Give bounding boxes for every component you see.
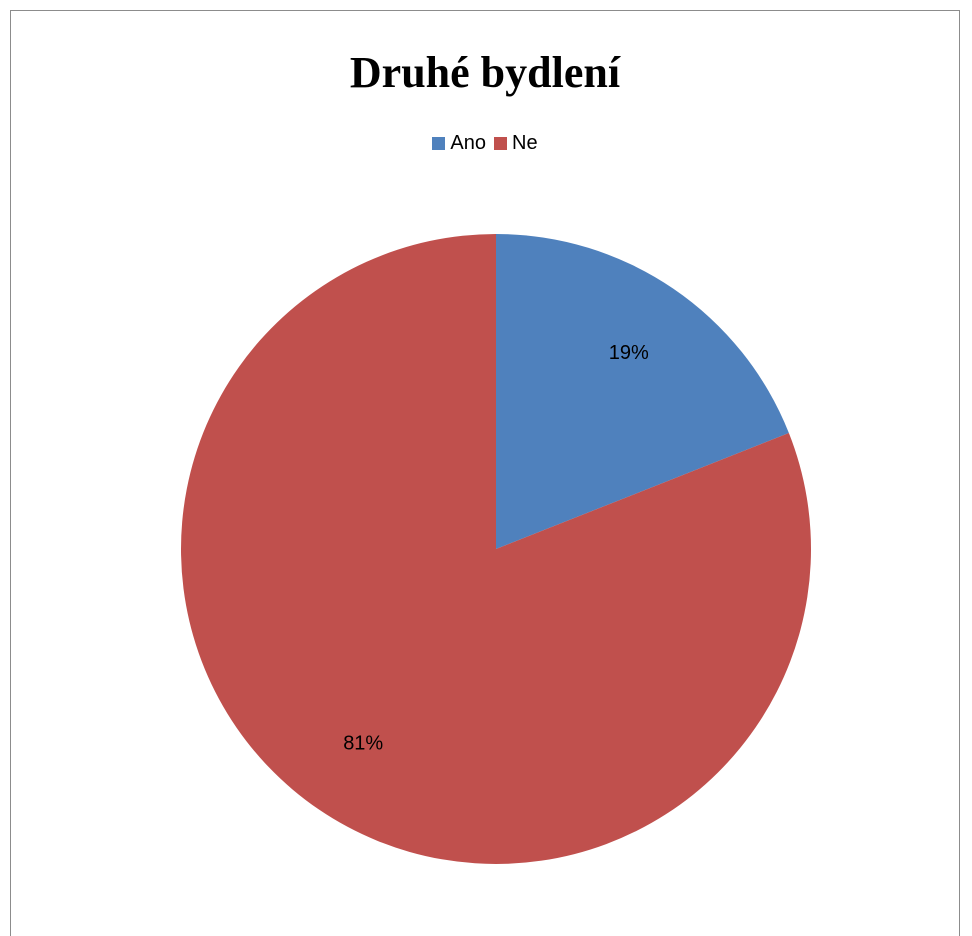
legend-item-ne: Ne [494,132,538,155]
pie-data-labels: 19% 81% [343,342,649,755]
data-label-ne: 81% [343,733,383,755]
pie-slices [181,234,812,864]
legend-swatch-ano [432,137,446,150]
legend: Ano Ne [11,132,959,155]
legend-label-ano: Ano [450,132,486,154]
legend-swatch-ne [494,137,507,150]
legend-item-ano: Ano [432,132,486,155]
pie-slice-ne [181,234,812,864]
pie-slice-ano [496,234,789,549]
data-label-ano: 19% [609,342,649,364]
chart-title: Druhé bydlení [349,48,621,97]
legend-label-ne: Ne [512,132,538,154]
